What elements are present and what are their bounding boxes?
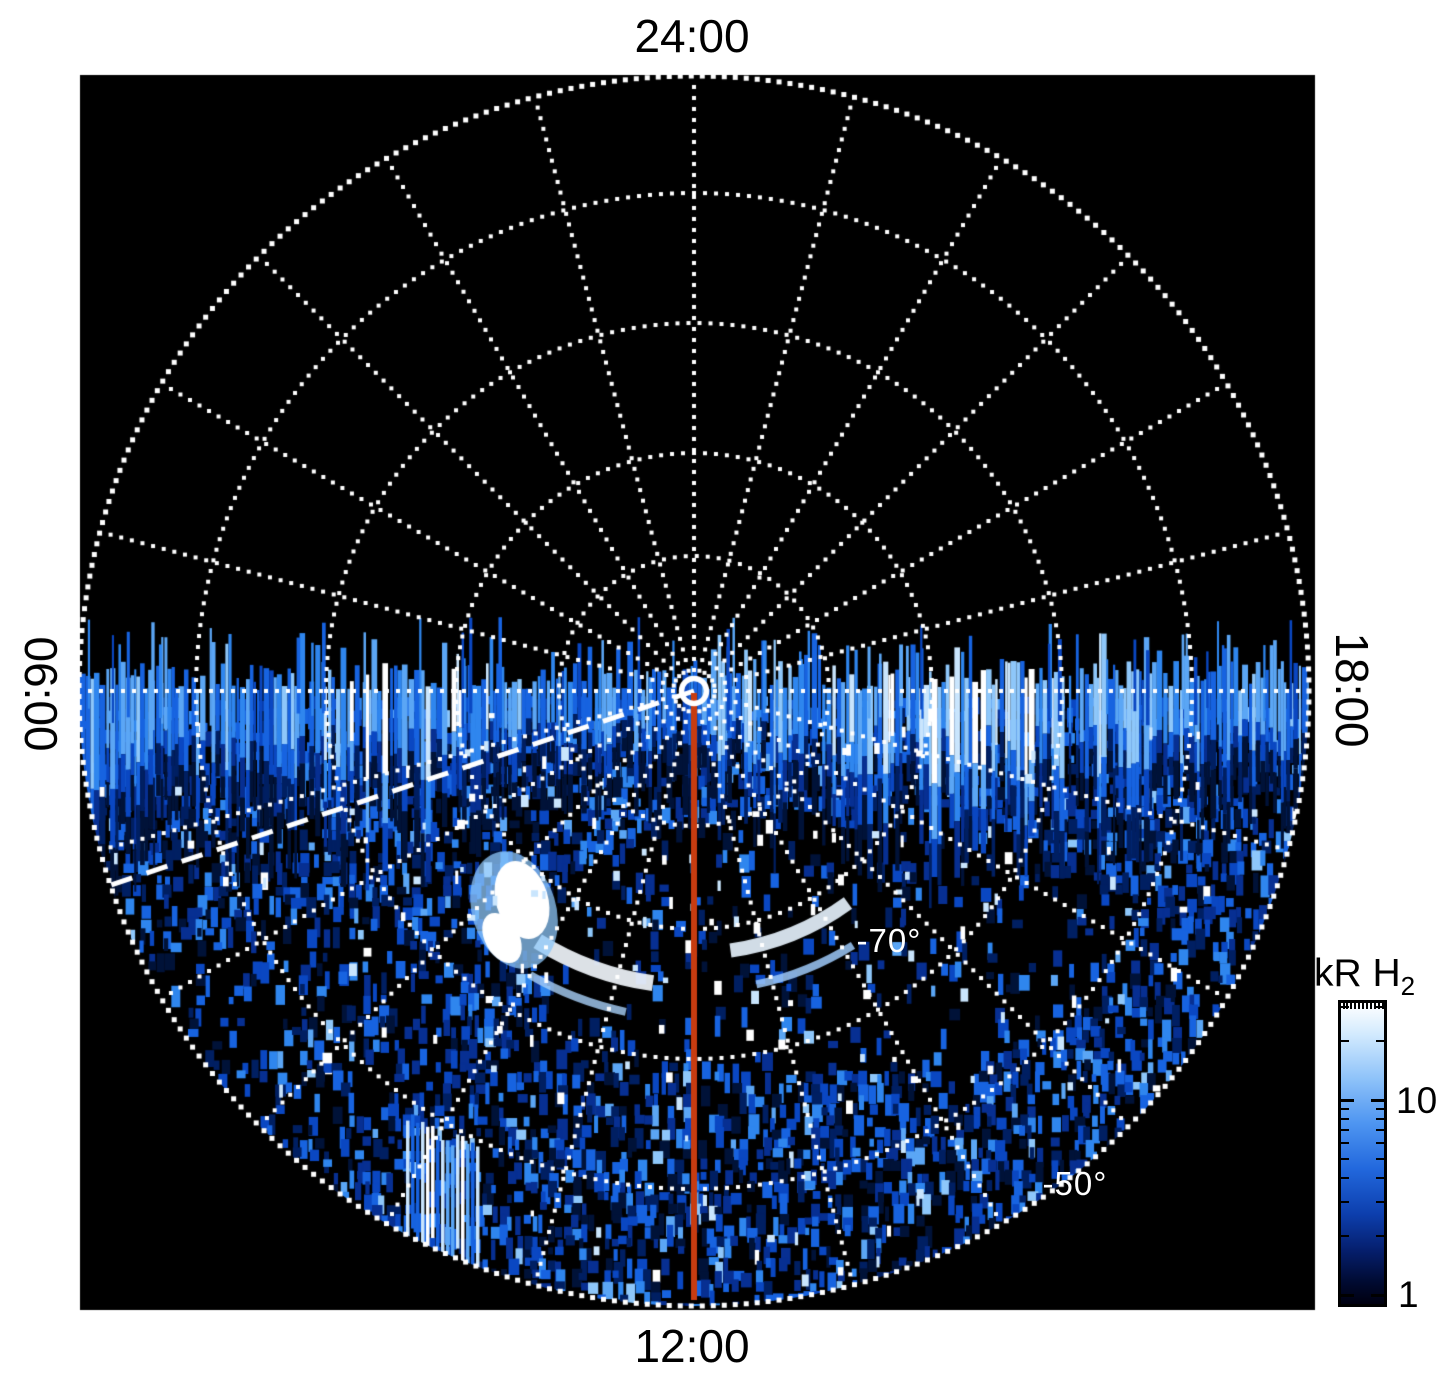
time-label-dusk: 18:00 (1326, 632, 1378, 748)
colorbar-tick (1376, 1157, 1384, 1160)
colorbar-tick (1341, 1107, 1349, 1110)
colorbar-tick (1376, 1142, 1384, 1145)
colorbar-tick (1376, 1040, 1384, 1043)
latitude-label-70: -70° (856, 922, 922, 959)
colorbar-tick (1376, 1005, 1384, 1008)
latitude-label-50: -50° (1042, 1165, 1108, 1202)
colorbar-top-minor-tick (1369, 1003, 1372, 1009)
colorbar-tick (1341, 1142, 1349, 1145)
colorbar-tick (1341, 1293, 1354, 1297)
colorbar-tick-label-1: 1 (1398, 1274, 1419, 1315)
colorbar-tick (1376, 1117, 1384, 1120)
colorbar-tick (1376, 1235, 1384, 1238)
colorbar-tick-label-10: 10 (1396, 1080, 1438, 1121)
colorbar-top-minor-tick (1346, 1003, 1349, 1009)
colorbar-top-minor-tick (1362, 1003, 1364, 1009)
time-label-midnight: 24:00 (634, 10, 750, 62)
colorbar-top-minor-tick (1373, 1003, 1376, 1009)
time-label-noon: 12:00 (634, 1320, 750, 1372)
colorbar-top-minor-tick (1365, 1003, 1368, 1009)
colorbar-tick (1341, 1157, 1349, 1160)
colorbar-tick (1371, 1098, 1384, 1102)
colorbar-title-subscript: 2 (1400, 970, 1416, 1001)
colorbar-tick (1341, 1005, 1349, 1008)
colorbar-title-text: kR H (1314, 952, 1401, 995)
colorbar-top-minor-tick (1377, 1003, 1380, 1009)
colorbar-tick (1341, 1129, 1349, 1132)
colorbar-tick (1376, 1200, 1384, 1203)
colorbar-top-minor-tick (1358, 1003, 1361, 1009)
colorbar-title: kR H2 (1314, 952, 1415, 1002)
colorbar-top-minor-tick (1342, 1003, 1345, 1009)
colorbar-tick (1371, 1293, 1384, 1297)
colorbar-top-minor-tick (1381, 1003, 1384, 1009)
colorbar-tick (1341, 1040, 1349, 1043)
colorbar-tick (1341, 1235, 1349, 1238)
colorbar-tick (1341, 1176, 1349, 1179)
colorbar-tick (1376, 1176, 1384, 1179)
colorbar (1338, 1000, 1387, 1307)
colorbar-tick (1341, 1098, 1354, 1102)
colorbar-tick (1376, 1129, 1384, 1132)
time-label-dawn: 06:00 (15, 636, 67, 752)
colorbar-tick (1341, 1117, 1349, 1120)
colorbar-tick (1376, 1107, 1384, 1110)
colorbar-top-minor-tick (1350, 1003, 1353, 1009)
colorbar-tick (1341, 1200, 1349, 1203)
colorbar-top-minor-tick (1354, 1003, 1357, 1009)
